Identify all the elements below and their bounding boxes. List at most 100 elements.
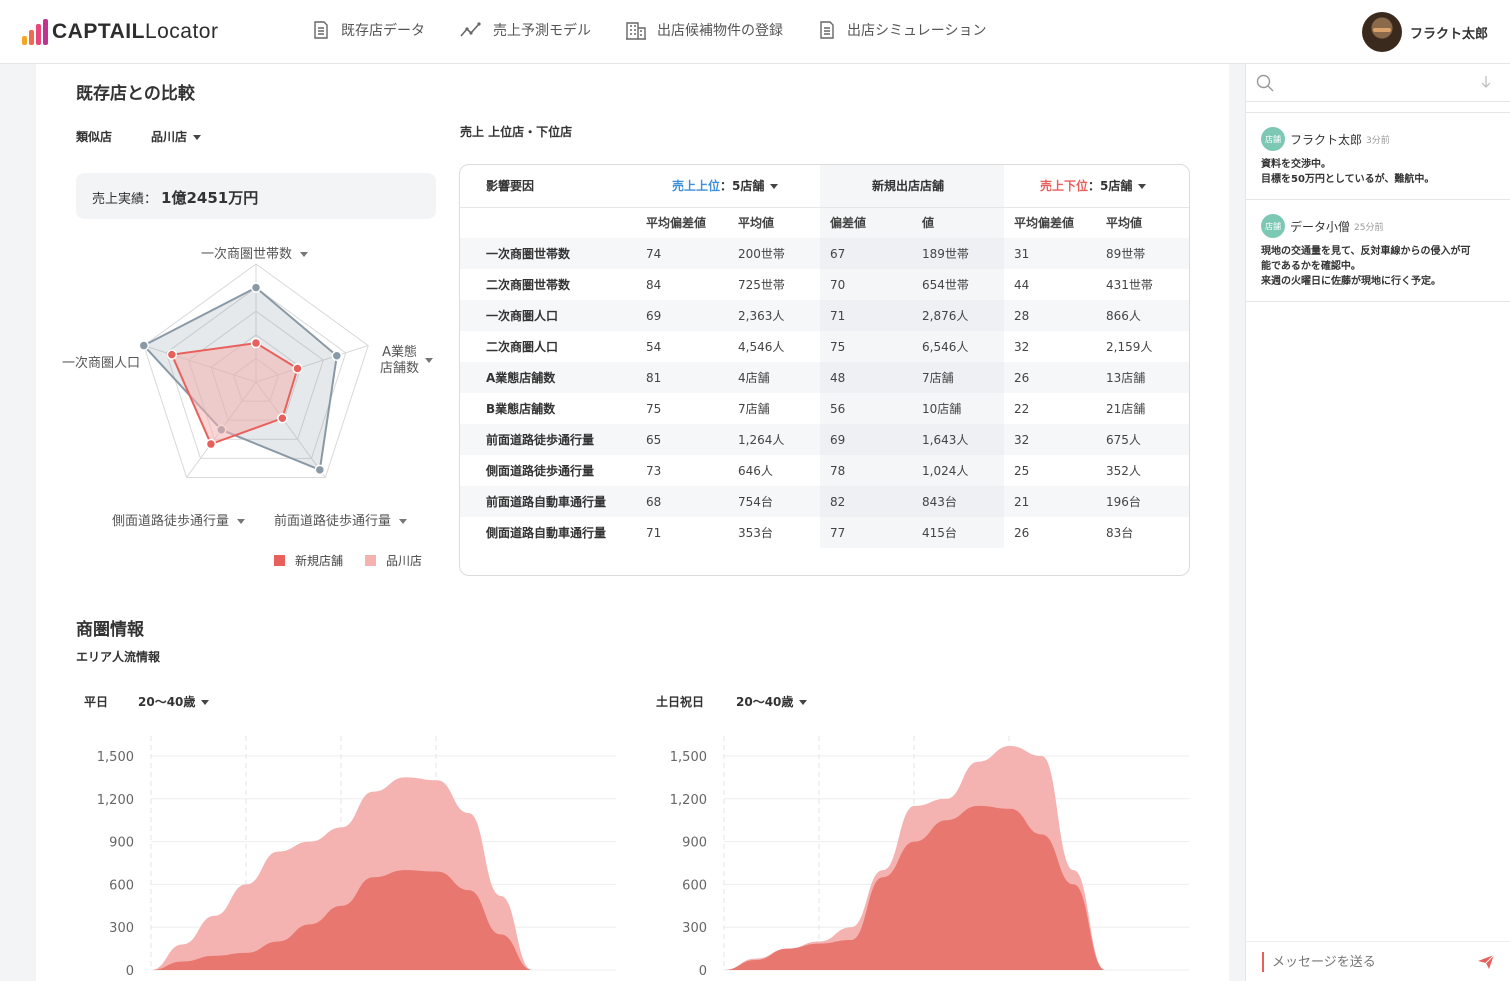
table-row: A業態店舗数 81 4店舗 48 7店舗 26 13店舗	[460, 362, 1189, 393]
user-menu[interactable]: フラクト太郎	[1361, 12, 1488, 52]
table-cell: 69	[636, 300, 728, 331]
ranking-title: 売上 上位店・下位店	[460, 125, 573, 139]
table-cell: 82	[820, 486, 912, 517]
trend-icon	[460, 22, 481, 37]
radar-legend: 新規店舗 品川店	[274, 552, 422, 569]
table-row: 前面道路徒歩通行量 65 1,264人 69 1,643人 32 675人	[460, 424, 1189, 455]
table-cell: 67	[820, 238, 912, 269]
table-cell: 1,024人	[912, 455, 1005, 486]
table-cell: 13店舗	[1096, 362, 1189, 393]
top-header: CAPTAILLocator 既存店データ 売上予測モデル 出店候補物件の登録 …	[0, 0, 1510, 64]
table-cell: 74	[636, 238, 728, 269]
radar-point	[292, 363, 303, 374]
row-label: A業態店舗数	[460, 362, 636, 393]
table-cell: 1,643人	[912, 424, 1005, 455]
radar-axis-population[interactable]: 一次商圏人口	[62, 356, 141, 371]
subheader: 平均値	[738, 216, 775, 231]
radar-point	[205, 438, 217, 450]
table-row: 側面道路自動車通行量 71 353台 77 415台 26 83台	[460, 517, 1189, 548]
table-cell: 75	[646, 401, 662, 416]
table-cell: 843台	[912, 486, 1005, 517]
arrow-down-icon[interactable]	[1480, 75, 1492, 89]
table-cell: 26	[1014, 525, 1030, 540]
table-cell: 44	[1014, 277, 1030, 292]
logo[interactable]: CAPTAILLocator	[22, 19, 218, 45]
table-cell: 65	[636, 424, 728, 455]
sales-value: 1億2451万円	[161, 189, 259, 207]
table-cell: 71	[646, 525, 662, 540]
table-cell: 353台	[738, 526, 773, 540]
weekday-area-chart: 0 300 600 900 1,200 1,500	[97, 736, 616, 979]
table-cell: 21店舗	[1106, 402, 1146, 416]
chevron-down-icon	[193, 135, 202, 140]
nav-simulation[interactable]: 出店シミュレーション	[817, 20, 986, 40]
table-row: 一次商圏世帯数 74 200世帯 67 189世帯 31 89世帯	[460, 238, 1189, 269]
table-cell: 2,159人	[1106, 340, 1153, 354]
radar-point	[277, 413, 288, 424]
radar-axis-side-walk[interactable]: 側面道路徒歩通行量	[112, 510, 246, 529]
table-cell: 352人	[1106, 464, 1141, 478]
table-row: B業態店舗数 75 7店舗 56 10店舗 22 21店舗	[460, 393, 1189, 424]
table-cell: 675人	[1096, 424, 1189, 455]
bottom-stores-dropdown[interactable]: 売上下位：5店舗	[1004, 165, 1189, 208]
col-factor: 影響要因	[460, 165, 636, 208]
radar-axis-front-walk[interactable]: 前面道路徒歩通行量	[274, 510, 408, 529]
building-icon	[626, 22, 646, 40]
sales-summary: 売上実績： 1億2451万円	[76, 173, 436, 219]
table-cell: 71	[820, 300, 912, 331]
table-cell: 22	[1014, 401, 1030, 416]
table-cell: 2,876人	[912, 300, 1005, 331]
table-cell: 25	[1014, 463, 1030, 478]
top-stores-dropdown[interactable]: 売上上位：5店舗	[636, 165, 820, 208]
table-cell: 654世帯	[912, 269, 1005, 300]
ranking-table-card: 影響要因 売上上位：5店舗 新規出店店舗 売上下位：5店舗 平均偏差値 平均値 …	[459, 164, 1190, 576]
table-row: 側面道路徒歩通行量 73 646人 78 1,024人 25 352人	[460, 455, 1189, 486]
table-cell: 200世帯	[728, 238, 820, 269]
comment-item[interactable]: 店舗 フラクト太郎 3分前 資料を交渉中。 目標を50万円としているが、難航中。	[1246, 112, 1510, 200]
nav-sales-model[interactable]: 売上予測モデル	[459, 20, 591, 40]
main-nav: 既存店データ 売上予測モデル 出店候補物件の登録 出店シミュレーション	[311, 20, 1020, 40]
row-label: 一次商圏世帯数	[460, 238, 636, 269]
store-badge: 店舗	[1261, 214, 1285, 238]
logo-text: CAPTAILLocator	[52, 20, 219, 43]
radar-chart	[138, 263, 369, 478]
y-tick-label: 0	[699, 964, 707, 979]
table-cell: 83台	[1106, 526, 1134, 540]
y-tick-label: 300	[682, 921, 707, 936]
table-cell: 7店舗	[738, 402, 770, 416]
main-panel: 既存店との比較 類似店 品川店 売上実績： 1億2451万円 一次商圏世帯数 A業…	[36, 64, 1229, 981]
nav-existing-store-data[interactable]: 既存店データ	[311, 20, 425, 40]
send-icon[interactable]	[1477, 954, 1495, 970]
legend-swatch-new	[274, 555, 285, 566]
table-cell: 84	[646, 277, 662, 292]
nav-register-property[interactable]: 出店候補物件の登録	[625, 20, 783, 40]
area-series-1	[151, 870, 533, 970]
similar-store-label: 類似店	[76, 130, 113, 144]
table-cell: 89世帯	[1096, 238, 1189, 269]
table-cell: 32	[1014, 339, 1030, 354]
message-input[interactable]	[1262, 952, 1462, 972]
row-label: B業態店舗数	[486, 402, 556, 416]
weekday-age-dropdown[interactable]: 20〜40歳	[138, 693, 210, 710]
holiday-age-dropdown[interactable]: 20〜40歳	[736, 693, 808, 710]
chevron-down-icon	[770, 184, 779, 190]
y-tick-label: 900	[109, 836, 134, 851]
table-cell: 26	[1004, 362, 1097, 393]
row-label: 前面道路徒歩通行量	[460, 424, 636, 455]
radar-axis-a-stores[interactable]: A業態 店舗数	[380, 345, 434, 377]
subheader: 平均値	[1106, 216, 1143, 231]
table-cell: 28	[1004, 300, 1097, 331]
table-cell: 431世帯	[1106, 278, 1153, 292]
radar-point	[250, 282, 262, 293]
table-row: 二次商圏人口 54 4,546人 75 6,546人 32 2,159人	[460, 331, 1189, 362]
radar-grid-ring	[143, 263, 369, 478]
table-cell: 54	[646, 339, 662, 354]
radar-point	[138, 340, 150, 351]
table-cell: 189世帯	[912, 238, 1005, 269]
comment-search[interactable]	[1246, 64, 1510, 102]
comment-item[interactable]: 店舗 データ小僧 25分前 現地の交通量を見て、反対車線からの侵入が可 能である…	[1246, 200, 1510, 302]
similar-store-dropdown[interactable]: 品川店	[151, 128, 202, 145]
radar-axis-households[interactable]: 一次商圏世帯数	[201, 243, 309, 262]
table-cell: 1,264人	[728, 424, 820, 455]
table-cell: 69	[820, 424, 912, 455]
